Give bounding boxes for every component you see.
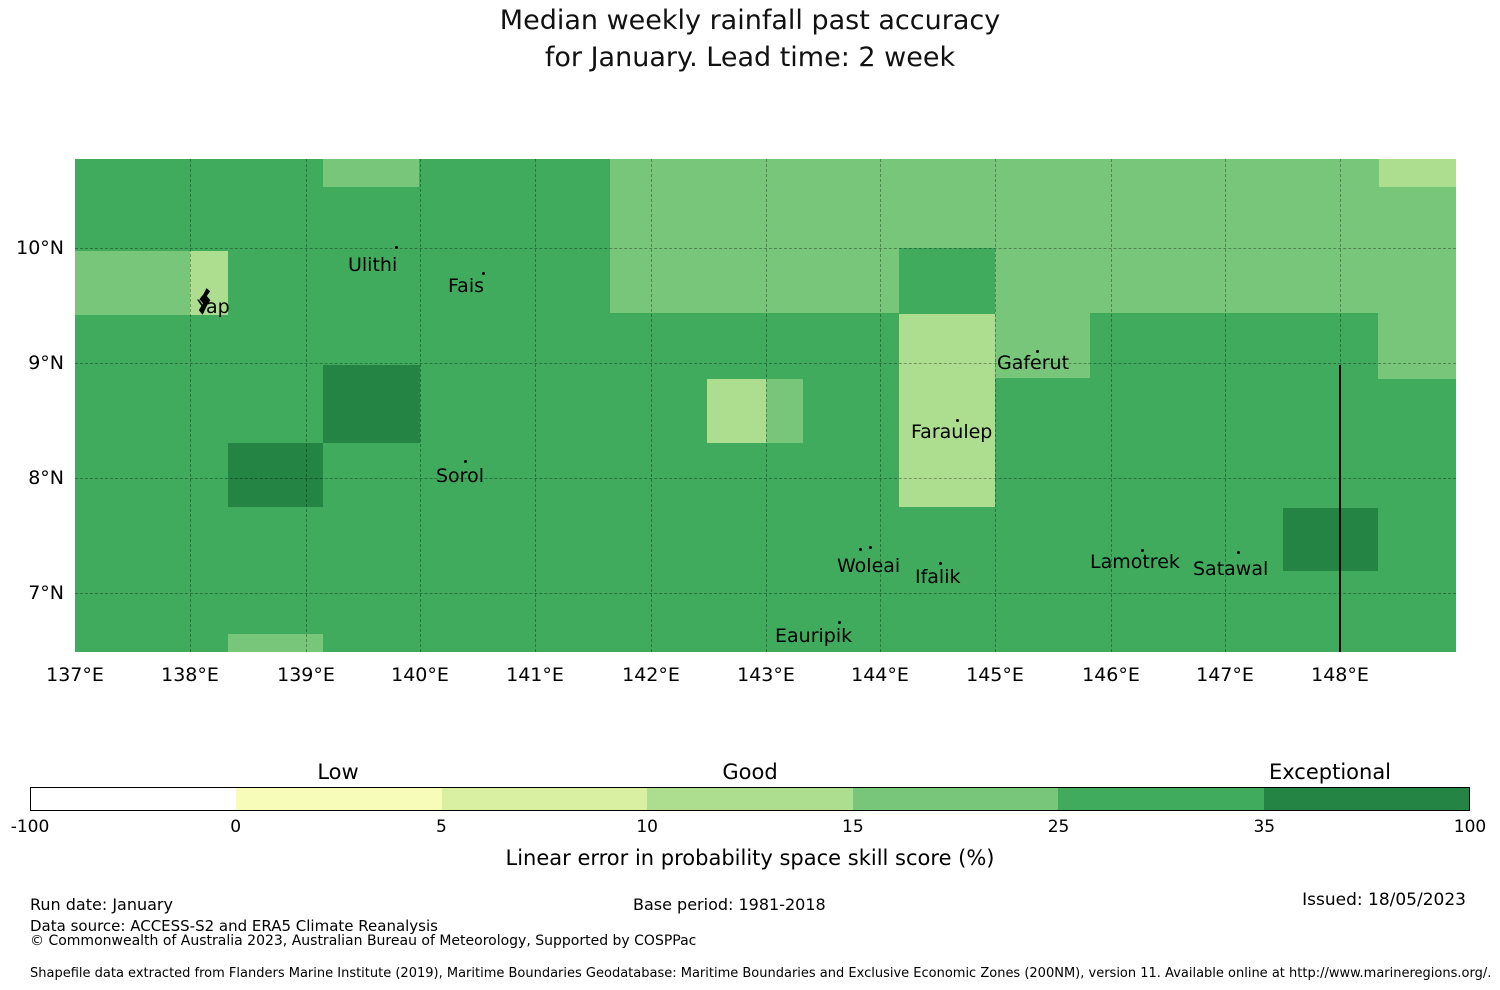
skill-cell: [228, 634, 323, 652]
island-label: Satawal: [1193, 558, 1269, 580]
colorbar-segment: [1058, 788, 1264, 810]
shapefile-attribution-text: Shapefile data extracted from Flanders M…: [30, 966, 1492, 981]
issued-date-text: Issued: 18/05/2023: [1302, 890, 1466, 910]
x-tick-label: 138°E: [161, 664, 219, 686]
longitude-gridline: [306, 159, 307, 652]
colorbar-tick-label: 35: [1253, 817, 1276, 837]
x-tick-label: 147°E: [1196, 664, 1254, 686]
x-tick-label: 146°E: [1082, 664, 1140, 686]
x-tick-label: 148°E: [1311, 664, 1369, 686]
colorbar-segment: [1263, 788, 1469, 810]
colorbar-segment: [236, 788, 442, 810]
skill-cell: [1379, 159, 1456, 187]
colorbar-segment: [852, 788, 1059, 810]
skill-cell: [228, 443, 323, 507]
colorbar-tick-label: -100: [10, 817, 50, 837]
y-tick-label: 9°N: [28, 352, 64, 374]
colorbar-segment: [31, 788, 237, 810]
island-dot: [956, 419, 959, 422]
island-label: Faraulep: [911, 421, 993, 443]
colorbar-tick-label: 100: [1453, 817, 1487, 837]
y-tick-label: 8°N: [28, 467, 64, 489]
colorbar-segment: [441, 788, 648, 810]
eez-boundary-line: [1339, 365, 1341, 652]
x-tick-label: 140°E: [391, 664, 449, 686]
longitude-gridline: [766, 159, 767, 652]
copyright-text: © Commonwealth of Australia 2023, Austra…: [30, 933, 697, 949]
longitude-gridline: [190, 159, 191, 652]
x-tick-label: 145°E: [966, 664, 1024, 686]
island-label: Woleai: [837, 555, 901, 577]
x-tick-label: 142°E: [622, 664, 680, 686]
colorbar-tick-label: 0: [230, 817, 242, 837]
skill-cell: [899, 248, 995, 314]
island-dot: [869, 546, 872, 549]
island-dot: [1036, 350, 1039, 353]
longitude-gridline: [1225, 159, 1226, 652]
x-tick-label: 143°E: [737, 664, 795, 686]
skill-cell: [190, 251, 228, 315]
island-label: Eauripik: [775, 625, 853, 647]
colorbar-tick-label: 25: [1047, 817, 1070, 837]
colorbar-tick-label: 5: [436, 817, 447, 837]
skill-cell: [1283, 508, 1378, 571]
longitude-gridline: [1111, 159, 1112, 652]
colorbar-tick-label: 10: [636, 817, 658, 837]
island-dot: [859, 548, 862, 551]
x-tick-label: 141°E: [506, 664, 564, 686]
base-period-text: Base period: 1981-2018: [633, 895, 826, 914]
chart-title: Median weekly rainfall past accuracy for…: [0, 2, 1500, 76]
longitude-gridline: [880, 159, 881, 652]
colorbar-axis-label: Linear error in probability space skill …: [505, 846, 995, 870]
latitude-gridline: [75, 363, 1456, 364]
island-dot: [1237, 551, 1240, 554]
skill-cell: [75, 251, 190, 315]
colorbar: [30, 787, 1470, 811]
chart-title-line2: for January. Lead time: 2 week: [544, 42, 956, 73]
island-dot: [482, 272, 485, 275]
colorbar-category-label: Good: [722, 760, 778, 784]
longitude-gridline: [420, 159, 421, 652]
skill-cell: [899, 314, 995, 507]
island-label: Gaferut: [997, 352, 1070, 374]
colorbar-category-label: Low: [317, 760, 359, 784]
x-tick-label: 137°E: [46, 664, 104, 686]
island-dot: [939, 562, 942, 565]
x-tick-label: 139°E: [277, 664, 335, 686]
skill-cell: [1378, 159, 1456, 379]
island-label: Sorol: [436, 465, 484, 487]
chart-title-line1: Median weekly rainfall past accuracy: [499, 5, 1001, 36]
island-label: Lamotrek: [1090, 551, 1180, 573]
island-dot: [1141, 549, 1144, 552]
latitude-gridline: [75, 478, 1456, 479]
longitude-gridline: [651, 159, 652, 652]
latitude-gridline: [75, 593, 1456, 594]
island-label: Ulithi: [348, 254, 398, 276]
map-plot-area: Ulithi Fais Yap Gaferut Faraulep Sorol Woleai I…: [75, 159, 1456, 652]
island-label: Ifalik: [915, 566, 961, 588]
longitude-gridline: [995, 159, 996, 652]
skill-cell: [323, 365, 420, 443]
island-dot: [395, 246, 398, 249]
x-tick-label: 144°E: [851, 664, 909, 686]
skill-cell: [323, 159, 419, 187]
skill-cell: [707, 379, 766, 443]
latitude-gridline: [75, 248, 1456, 249]
island-dot: [838, 621, 841, 624]
skill-cell: [766, 379, 803, 443]
skill-cell: [995, 313, 1090, 378]
y-tick-label: 7°N: [28, 582, 64, 604]
y-tick-label: 10°N: [16, 237, 64, 259]
island-label: Fais: [448, 275, 485, 297]
colorbar-category-label: Exceptional: [1268, 760, 1392, 784]
run-date-text: Run date: January: [30, 895, 173, 914]
colorbar-tick-label: 15: [842, 817, 864, 837]
longitude-gridline: [535, 159, 536, 652]
data-source-text: Data source: ACCESS-S2 and ERA5 Climate …: [30, 917, 438, 935]
colorbar-segment: [647, 788, 853, 810]
island-dot: [464, 460, 467, 463]
